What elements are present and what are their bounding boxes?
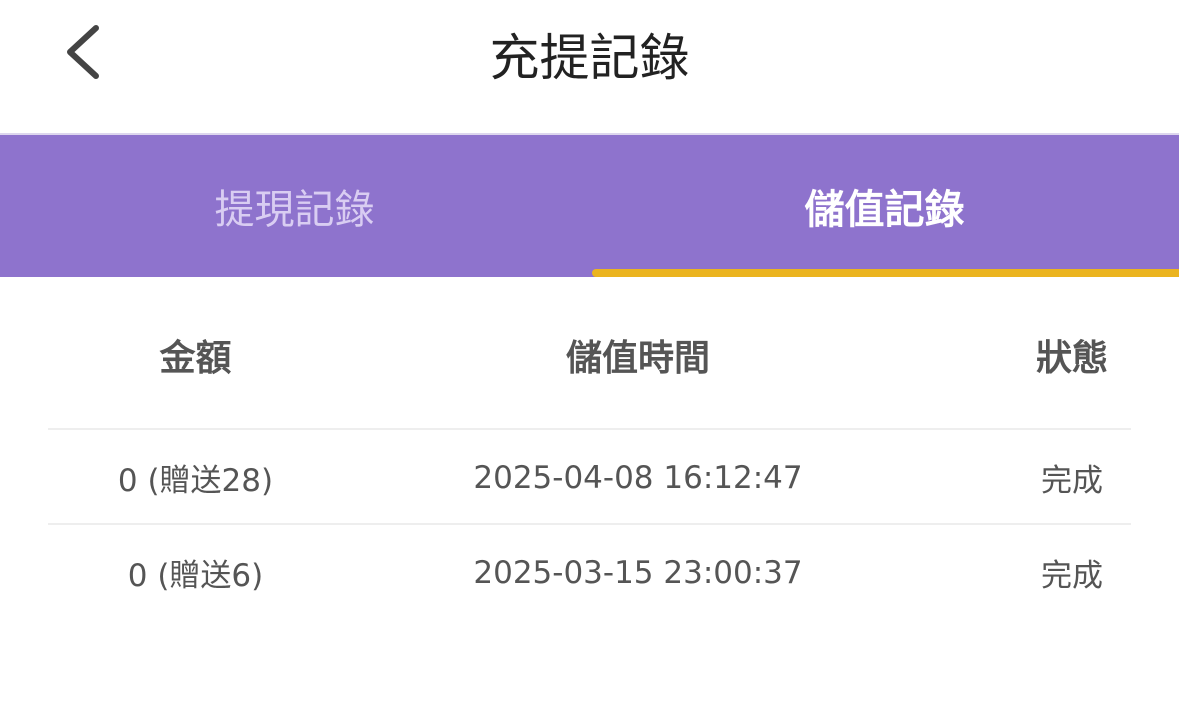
time-cell: 2025-04-08 16:12:47 [473, 459, 803, 496]
column-status: 狀態 [1035, 338, 1108, 379]
amount-cell: 0 (贈送6) [127, 558, 264, 594]
column-amount: 金額 [159, 338, 232, 379]
table-row: 0 (贈送28) 2025-04-08 16:12:47 完成 [48, 428, 1131, 525]
tab-bar: 提現記錄 儲值記錄 [0, 133, 1179, 277]
active-tab-indicator [592, 269, 1179, 277]
time-cell: 2025-03-15 23:00:37 [473, 554, 803, 591]
column-time: 儲值時間 [565, 338, 710, 379]
status-cell: 完成 [1041, 463, 1103, 499]
table-row: 0 (贈送6) 2025-03-15 23:00:37 完成 [48, 523, 1131, 620]
status-cell: 完成 [1041, 558, 1103, 594]
tab-deposit-records[interactable]: 儲值記錄 [804, 187, 965, 233]
header: 充提記錄 [0, 0, 1179, 133]
back-button[interactable] [62, 22, 106, 82]
page-title: 充提記錄 [489, 29, 690, 87]
tab-withdraw-records[interactable]: 提現記錄 [214, 187, 375, 233]
table-header: 金額 儲值時間 狀態 [48, 325, 1131, 385]
chevron-left-icon [67, 25, 99, 79]
amount-cell: 0 (贈送28) [117, 463, 274, 499]
